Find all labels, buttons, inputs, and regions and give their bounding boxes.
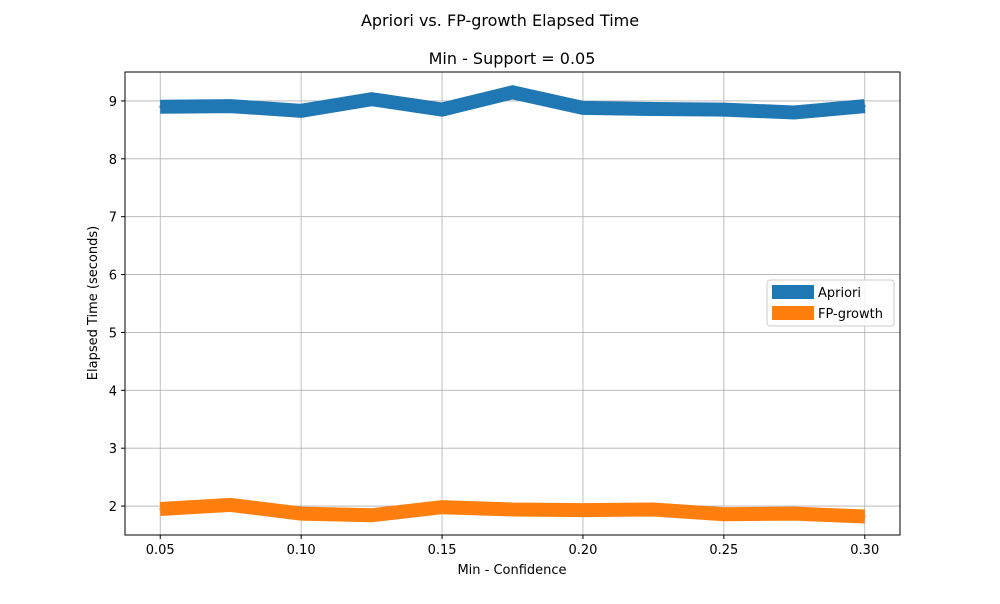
x-tick-label: 0.20 [568,543,597,558]
data-point-apriori [300,109,303,112]
figure-suptitle: Apriori vs. FP-growth Elapsed Time [361,11,639,30]
y-tick-label: 2 [109,500,117,515]
data-point-fp-growth [863,515,866,518]
legend-label-apriori: Apriori [818,286,861,301]
x-tick-label: 0.25 [709,543,738,558]
x-tick-label: 0.15 [428,543,457,558]
y-tick-label: 4 [109,384,117,399]
axis-ticks: 0.05 0.10 0.15 0.20 0.25 0.30 2 3 4 5 6 7 8 9 [109,95,880,558]
data-point-fp-growth [581,509,584,512]
data-point-fp-growth [722,513,725,516]
data-point-fp-growth [441,506,444,509]
data-point-fp-growth [652,508,655,511]
data-point-apriori [652,108,655,111]
x-tick-label: 0.10 [287,543,316,558]
y-tick-label: 7 [109,211,117,226]
data-point-apriori [793,111,796,114]
data-point-fp-growth [300,512,303,515]
data-point-fp-growth [370,514,373,517]
data-point-apriori [441,108,444,111]
data-point-apriori [229,105,232,108]
data-point-fp-growth [793,512,796,515]
data-point-apriori [511,91,514,94]
y-tick-label: 6 [109,269,117,284]
x-tick-label: 0.30 [850,543,879,558]
y-tick-label: 3 [109,442,117,457]
legend-label-fp-growth: FP-growth [818,307,883,322]
grid-lines [125,72,900,535]
data-point-apriori [581,106,584,109]
data-point-fp-growth [229,503,232,506]
data-point-fp-growth [511,508,514,511]
x-tick-label: 0.05 [146,543,175,558]
y-axis-label: Elapsed Time (seconds) [86,226,101,380]
y-tick-label: 5 [109,326,117,341]
chart-legend: Apriori FP-growth [766,279,895,327]
chart-title: Min - Support = 0.05 [429,49,596,68]
series-lines [159,85,866,524]
data-point-apriori [370,98,373,101]
y-tick-label: 9 [109,95,117,110]
y-tick-label: 8 [109,153,117,168]
data-point-apriori [863,105,866,108]
x-axis-label: Min - Confidence [457,563,566,578]
data-point-apriori [722,108,725,111]
data-point-fp-growth [159,507,162,510]
plot-area-frame [124,71,901,536]
data-point-apriori [159,105,162,108]
